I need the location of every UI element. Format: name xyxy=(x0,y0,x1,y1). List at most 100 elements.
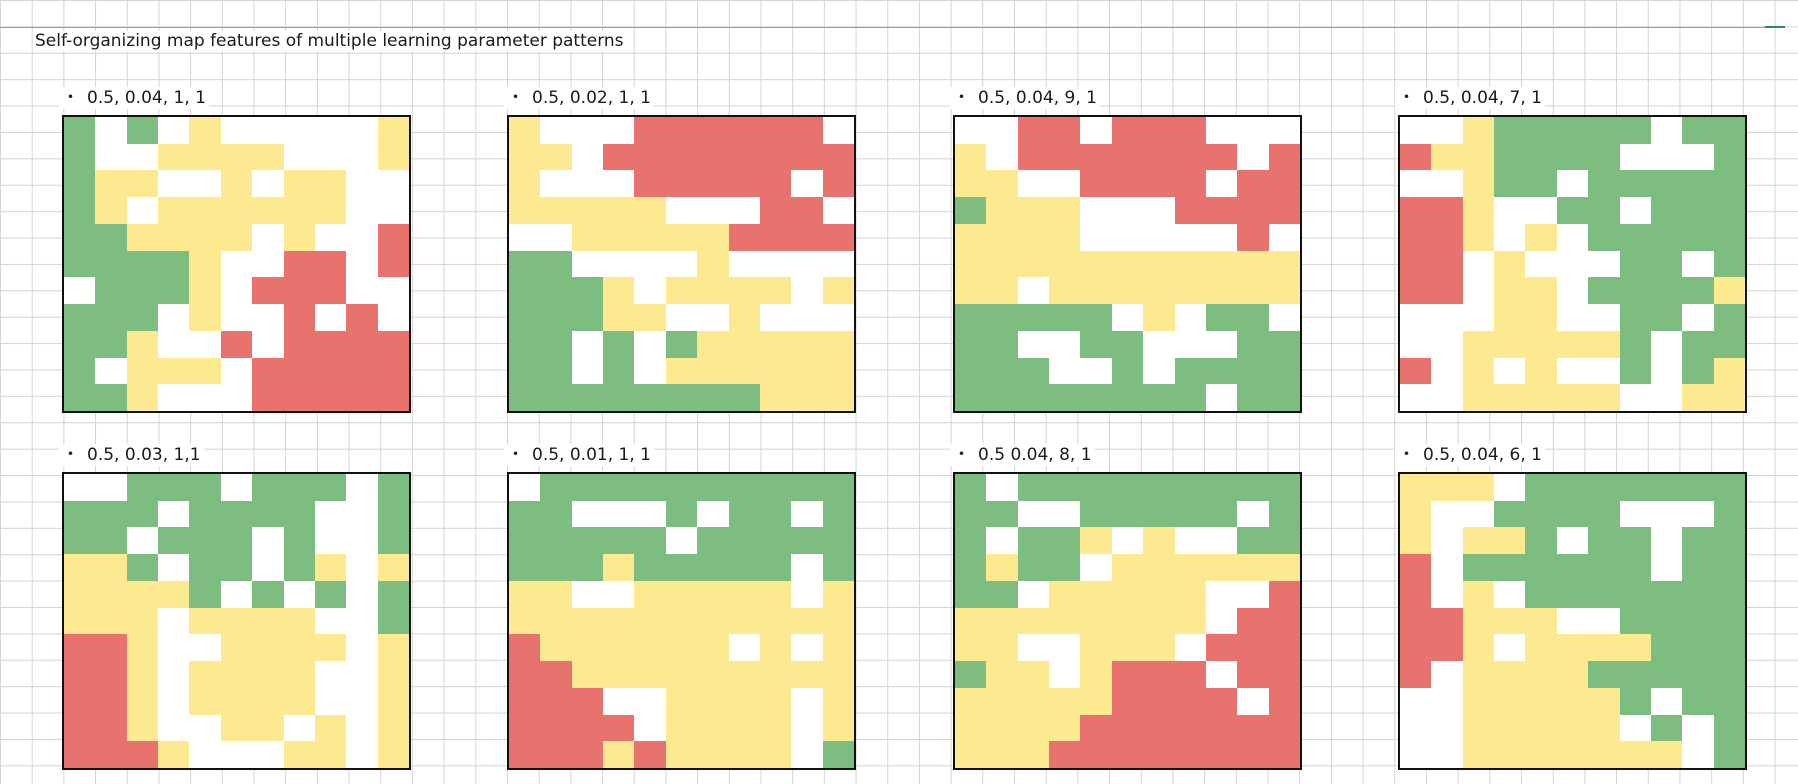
som-cell[interactable] xyxy=(158,554,190,581)
som-cell[interactable] xyxy=(1494,250,1526,278)
som-cell[interactable] xyxy=(665,741,698,768)
som-cell[interactable] xyxy=(1494,607,1526,635)
som-cell[interactable] xyxy=(1080,277,1112,305)
som-cell[interactable] xyxy=(1049,170,1081,198)
som-cell[interactable] xyxy=(377,474,409,501)
som-cell[interactable] xyxy=(1431,580,1463,608)
som-cell[interactable] xyxy=(1111,277,1144,305)
som-cell[interactable] xyxy=(220,527,253,555)
som-cell[interactable] xyxy=(64,687,96,715)
som-cell[interactable] xyxy=(1588,143,1620,171)
som-cell[interactable] xyxy=(346,741,378,768)
som-cell[interactable] xyxy=(283,500,315,528)
som-cell[interactable] xyxy=(1462,661,1495,688)
som-cell[interactable] xyxy=(1143,687,1175,715)
som-cell[interactable] xyxy=(346,277,378,305)
som-cell[interactable] xyxy=(1174,687,1206,715)
som-cell[interactable] xyxy=(540,277,572,305)
som-cell[interactable] xyxy=(1713,117,1745,144)
som-cell[interactable] xyxy=(822,197,854,224)
som-cell[interactable] xyxy=(1143,223,1175,251)
som-cell[interactable] xyxy=(1400,474,1432,501)
som-cell[interactable] xyxy=(1143,607,1175,635)
som-cell[interactable] xyxy=(189,277,221,305)
som-cell[interactable] xyxy=(1049,714,1081,742)
som-cell[interactable] xyxy=(603,661,635,688)
som-cell[interactable] xyxy=(697,330,729,358)
som-cell[interactable] xyxy=(1400,250,1432,278)
som-cell[interactable] xyxy=(822,223,854,251)
som-cell[interactable] xyxy=(1080,607,1112,635)
som-cell[interactable] xyxy=(1268,117,1300,144)
som-cell[interactable] xyxy=(1174,580,1206,608)
som-cell[interactable] xyxy=(986,384,1018,411)
som-cell[interactable] xyxy=(64,143,96,171)
som-cell[interactable] xyxy=(1556,554,1589,581)
som-cell[interactable] xyxy=(1400,634,1432,662)
som-cell[interactable] xyxy=(252,687,284,715)
som-cell[interactable] xyxy=(314,607,347,635)
som-cell[interactable] xyxy=(791,580,823,608)
som-cell[interactable] xyxy=(1462,330,1495,358)
som-cell[interactable] xyxy=(95,304,127,331)
som-cell[interactable] xyxy=(252,474,284,501)
som-cell[interactable] xyxy=(540,527,572,555)
som-cell[interactable] xyxy=(1268,223,1300,251)
som-cell[interactable] xyxy=(314,277,347,305)
som-cell[interactable] xyxy=(1080,741,1112,768)
som-cell[interactable] xyxy=(509,714,541,742)
som-cell[interactable] xyxy=(986,357,1018,385)
som-cell[interactable] xyxy=(1525,330,1557,358)
som-cell[interactable] xyxy=(955,143,987,171)
som-cell[interactable] xyxy=(697,687,729,715)
som-cell[interactable] xyxy=(1556,357,1589,385)
som-cell[interactable] xyxy=(1237,714,1269,742)
som-cell[interactable] xyxy=(1237,330,1269,358)
som-cell[interactable] xyxy=(1431,304,1463,331)
som-cell[interactable] xyxy=(189,634,221,662)
som-cell[interactable] xyxy=(314,474,347,501)
som-cell[interactable] xyxy=(697,634,729,662)
som-cell[interactable] xyxy=(1174,661,1206,688)
som-cell[interactable] xyxy=(1049,117,1081,144)
som-cell[interactable] xyxy=(1619,170,1651,198)
som-cell[interactable] xyxy=(759,714,792,742)
som-cell[interactable] xyxy=(377,277,409,305)
som-cell[interactable] xyxy=(791,687,823,715)
som-cell[interactable] xyxy=(1525,554,1557,581)
som-cell[interactable] xyxy=(158,384,190,411)
som-cell[interactable] xyxy=(1619,500,1651,528)
som-cell[interactable] xyxy=(1143,527,1175,555)
som-cell[interactable] xyxy=(1556,580,1589,608)
som-cell[interactable] xyxy=(665,330,698,358)
som-cell[interactable] xyxy=(314,687,347,715)
som-cell[interactable] xyxy=(791,304,823,331)
som-cell[interactable] xyxy=(1462,304,1495,331)
som-cell[interactable] xyxy=(759,741,792,768)
som-cell[interactable] xyxy=(1525,357,1557,385)
som-cell[interactable] xyxy=(1400,117,1432,144)
som-cell[interactable] xyxy=(189,661,221,688)
som-cell[interactable] xyxy=(791,277,823,305)
som-cell[interactable] xyxy=(1111,554,1144,581)
som-cell[interactable] xyxy=(158,223,190,251)
som-cell[interactable] xyxy=(665,714,698,742)
som-cell[interactable] xyxy=(189,357,221,385)
som-cell[interactable] xyxy=(220,357,253,385)
som-cell[interactable] xyxy=(346,474,378,501)
som-cell[interactable] xyxy=(540,330,572,358)
som-cell[interactable] xyxy=(189,250,221,278)
som-cell[interactable] xyxy=(252,384,284,411)
som-cell[interactable] xyxy=(252,580,284,608)
som-cell[interactable] xyxy=(1205,661,1238,688)
som-cell[interactable] xyxy=(603,357,635,385)
som-cell[interactable] xyxy=(346,580,378,608)
som-cell[interactable] xyxy=(728,357,760,385)
som-cell[interactable] xyxy=(377,143,409,171)
som-cell[interactable] xyxy=(126,330,159,358)
som-cell[interactable] xyxy=(189,223,221,251)
som-cell[interactable] xyxy=(634,250,666,278)
som-cell[interactable] xyxy=(1049,634,1081,662)
som-cell[interactable] xyxy=(603,634,635,662)
som-cell[interactable] xyxy=(986,607,1018,635)
